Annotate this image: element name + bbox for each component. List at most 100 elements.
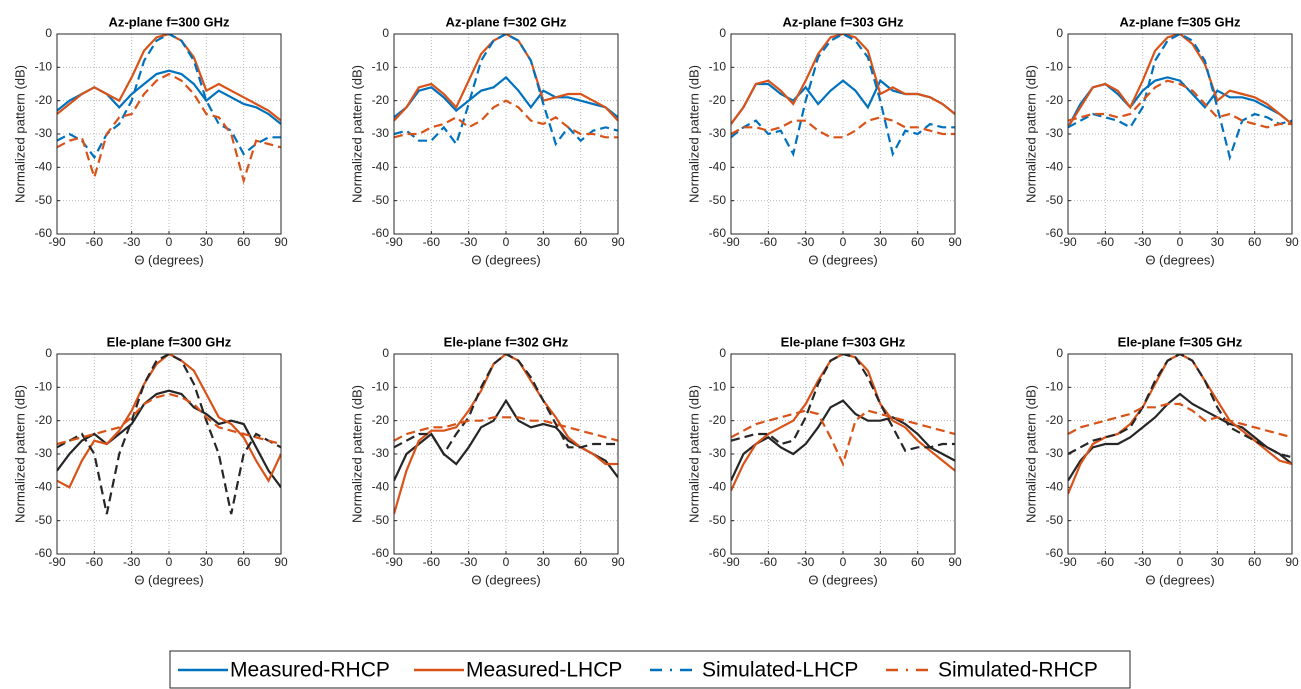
series-line — [731, 409, 955, 468]
x-tick-label: -30 — [1134, 235, 1152, 249]
series-line — [731, 116, 955, 139]
x-tick-label: -60 — [423, 555, 441, 569]
y-axis-label: Normalized pattern (dB) — [12, 385, 27, 523]
series-line — [394, 416, 618, 442]
x-tick-label: 60 — [237, 555, 251, 569]
y-axis-label: Normalized pattern (dB) — [686, 385, 701, 523]
x-tick-label: 60 — [237, 235, 251, 249]
x-tick-label: -90 — [385, 235, 403, 249]
x-axis-label: Θ (degrees) — [134, 572, 203, 587]
x-tick-label: -60 — [1097, 235, 1115, 249]
y-tick-label: -10 — [35, 380, 53, 394]
x-tick-label: -60 — [760, 555, 778, 569]
chart-title: Ele-plane f=302 GHz — [444, 334, 569, 349]
x-tick-label: -90 — [48, 235, 66, 249]
x-axis-label: Θ (degrees) — [808, 252, 877, 267]
plot-content — [394, 34, 618, 147]
y-tick-label: -60 — [35, 546, 53, 560]
y-axis-label: Normalized pattern (dB) — [349, 65, 364, 203]
legend-label: Simulated-LHCP — [702, 659, 858, 682]
series-line — [1068, 79, 1292, 129]
y-tick-label: -50 — [1046, 193, 1064, 207]
y-tick-label: -30 — [372, 126, 390, 140]
y-tick-label: -50 — [1046, 513, 1064, 527]
y-tick-label: -60 — [372, 546, 390, 560]
x-tick-label: 90 — [1285, 555, 1299, 569]
x-tick-label: -30 — [123, 555, 141, 569]
series-line — [57, 354, 281, 489]
x-axis-label: Θ (degrees) — [1145, 572, 1214, 587]
y-axis-label: Normalized pattern (dB) — [1023, 385, 1038, 523]
x-tick-label: -90 — [1059, 235, 1077, 249]
x-tick-label: -60 — [1097, 555, 1115, 569]
x-tick-label: 0 — [840, 555, 847, 569]
series-line — [57, 354, 281, 515]
series-line — [731, 399, 955, 482]
y-tick-label: -50 — [35, 513, 53, 527]
x-tick-label: 30 — [874, 235, 888, 249]
y-tick-label: 0 — [45, 346, 52, 360]
y-tick-label: 0 — [1056, 346, 1063, 360]
axes-box — [393, 33, 619, 235]
series-line — [1068, 354, 1292, 495]
series-line — [394, 354, 618, 457]
series-line — [394, 34, 618, 122]
y-tick-label: 0 — [719, 346, 726, 360]
x-axis-label: Θ (degrees) — [471, 572, 540, 587]
x-tick-label: 90 — [1285, 235, 1299, 249]
y-tick-label: -20 — [372, 413, 390, 427]
y-tick-label: 0 — [382, 346, 389, 360]
x-tick-label: 60 — [1248, 235, 1262, 249]
chart-title: Ele-plane f=300 GHz — [107, 334, 232, 349]
chart-title: Az-plane f=300 GHz — [108, 14, 230, 29]
chart-title: Az-plane f=302 GHz — [445, 14, 567, 29]
plot-content — [731, 34, 955, 158]
x-tick-label: 90 — [274, 235, 288, 249]
y-tick-label: -40 — [1046, 480, 1064, 494]
x-tick-label: -30 — [797, 555, 815, 569]
x-tick-label: 60 — [911, 235, 925, 249]
y-tick-label: -40 — [709, 160, 727, 174]
y-tick-label: -50 — [372, 193, 390, 207]
y-tick-label: -60 — [1046, 546, 1064, 560]
x-tick-label: 30 — [1211, 235, 1225, 249]
x-tick-label: -60 — [86, 555, 104, 569]
plot-content — [731, 354, 955, 492]
axes-box — [393, 353, 619, 555]
x-tick-label: 0 — [1177, 235, 1184, 249]
x-tick-label: 60 — [911, 555, 925, 569]
x-tick-label: 90 — [611, 555, 625, 569]
y-tick-label: -40 — [1046, 160, 1064, 174]
y-tick-label: 0 — [45, 26, 52, 40]
y-tick-label: -30 — [35, 446, 53, 460]
y-tick-label: -30 — [372, 446, 390, 460]
x-tick-label: 60 — [1248, 555, 1262, 569]
axes-box — [1067, 353, 1293, 555]
series-line — [57, 34, 281, 122]
x-tick-label: 90 — [274, 555, 288, 569]
x-axis-label: Θ (degrees) — [471, 252, 540, 267]
series-line — [57, 34, 281, 160]
y-tick-label: -50 — [709, 193, 727, 207]
y-tick-label: -30 — [709, 126, 727, 140]
y-tick-label: -10 — [372, 60, 390, 74]
y-tick-label: -10 — [35, 60, 53, 74]
x-tick-label: -30 — [1134, 555, 1152, 569]
y-tick-label: -10 — [709, 380, 727, 394]
series-line — [57, 389, 281, 488]
y-axis-label: Normalized pattern (dB) — [349, 385, 364, 523]
y-tick-label: -20 — [372, 93, 390, 107]
y-tick-label: -40 — [35, 160, 53, 174]
x-tick-label: -60 — [760, 235, 778, 249]
x-tick-label: 90 — [948, 555, 962, 569]
y-tick-label: 0 — [382, 26, 389, 40]
x-tick-label: -90 — [48, 555, 66, 569]
y-tick-label: -10 — [709, 60, 727, 74]
y-tick-label: 0 — [719, 26, 726, 40]
chart-title: Az-plane f=305 GHz — [1119, 14, 1241, 29]
x-tick-label: 30 — [537, 235, 551, 249]
x-tick-label: -30 — [460, 235, 478, 249]
y-tick-label: -40 — [372, 480, 390, 494]
y-tick-label: -50 — [372, 513, 390, 527]
